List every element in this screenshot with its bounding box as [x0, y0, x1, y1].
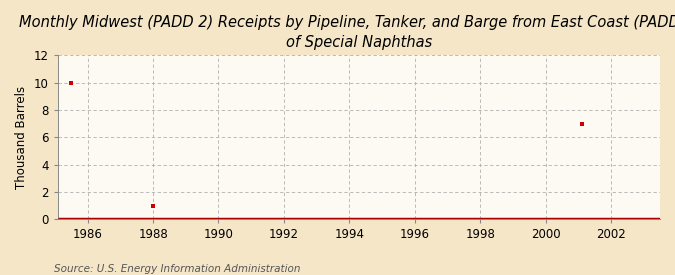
Title: Monthly Midwest (PADD 2) Receipts by Pipeline, Tanker, and Barge from East Coast: Monthly Midwest (PADD 2) Receipts by Pip… — [19, 15, 675, 50]
Text: Source: U.S. Energy Information Administration: Source: U.S. Energy Information Administ… — [54, 264, 300, 274]
Y-axis label: Thousand Barrels: Thousand Barrels — [15, 86, 28, 189]
